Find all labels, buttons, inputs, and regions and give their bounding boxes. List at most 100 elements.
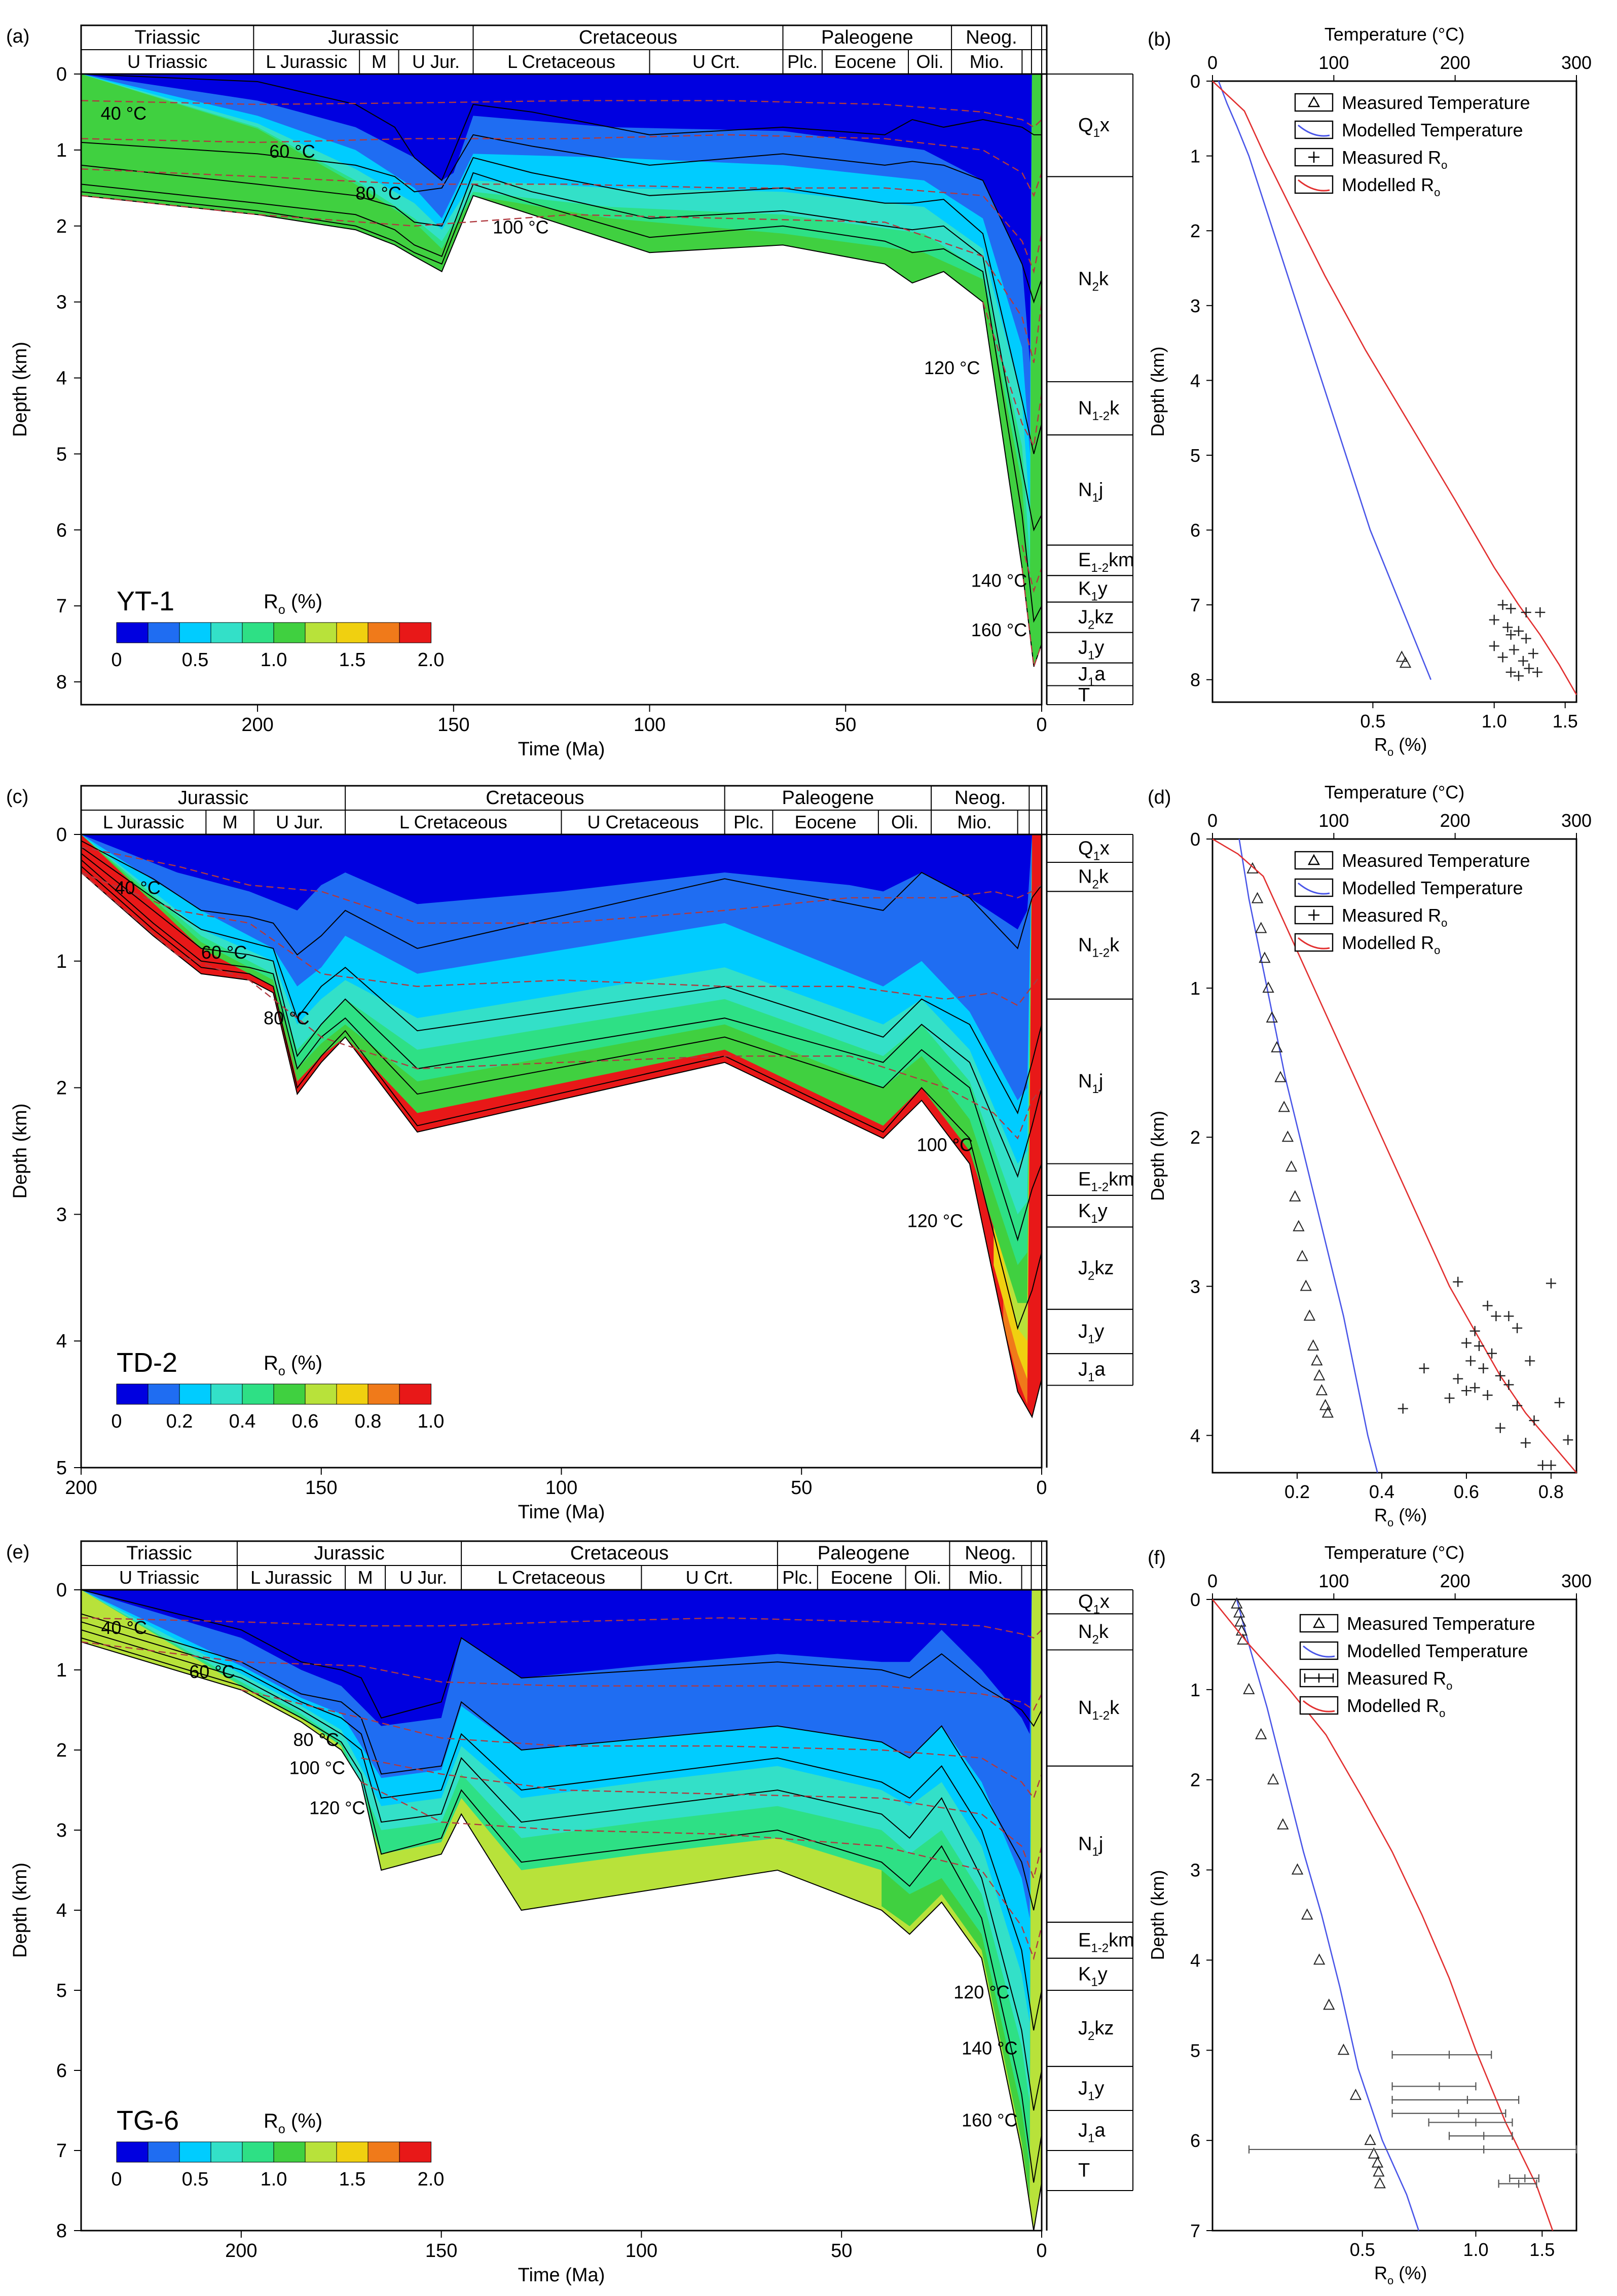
panel-e-formation-label-sub: 2 [1088, 2029, 1094, 2043]
panel-c-isotherm-line [81, 872, 1042, 1140]
panel-d-measured-temperature-point [1293, 1220, 1305, 1231]
panel-e-formation-label: K1y [1078, 1963, 1108, 1989]
panel-c-formation-label-suffix: x [1100, 837, 1110, 859]
panel-b-y-tick-label: 3 [1190, 296, 1200, 316]
panel-e-colorbar-tick-label: 2.0 [418, 2169, 445, 2190]
panel-c-formation-label-suffix: a [1094, 1359, 1106, 1380]
panel-d-bottom-axis-title-main: R [1374, 1505, 1387, 1525]
panel-e-y-tick-label: 1 [56, 1660, 67, 1681]
panel-a-formation-label-main: J [1078, 607, 1088, 628]
panel-a-period-label: Neog. [966, 27, 1017, 48]
panel-b-legend-label-sub: o [1434, 186, 1440, 199]
panel-f-bottom-tick-label: 1.5 [1529, 2239, 1555, 2260]
panel-d-bottom-tick-label: 0.4 [1369, 1481, 1394, 1502]
panel-f-measured-ro-errorbar [1448, 2132, 1513, 2140]
panel-c-formation-label-suffix: y [1098, 1200, 1108, 1222]
panel-e-colorbar-title: Ro (%) [264, 2110, 322, 2136]
panel-d-measured-temperature-point [1289, 1190, 1301, 1201]
panel-b-y-tick-label: 7 [1190, 595, 1200, 615]
panel-e-formation-label-sub: 1 [1091, 1975, 1097, 1989]
panel-f-legend-label: Measured Ro [1347, 1668, 1452, 1692]
panel-d-measured-temperature-point [1274, 1071, 1287, 1082]
panel-e-x-tick-label: 200 [225, 2240, 257, 2262]
panel-a-formation-label: J2kz [1078, 607, 1114, 632]
panel-f-legend-label-main: Modelled R [1347, 1695, 1439, 1716]
panel-b-legend-label: Modelled Temperature [1342, 120, 1523, 140]
panel-e-formation-label: E1-2km [1078, 1929, 1134, 1955]
panel-e-colorbar-swatch [179, 2141, 211, 2163]
panel-a-formation-label-suffix: a [1094, 664, 1106, 685]
panel-d-measured-ro-point [1469, 1326, 1480, 1336]
panel-d-measured-temperature-point [1319, 1399, 1332, 1410]
panel-c-formation-label: N1-2k [1078, 935, 1120, 960]
panel-f-y-tick-label: 7 [1190, 2220, 1200, 2241]
panel-b-measured-ro-point [1521, 607, 1531, 617]
panel-f-label: (f) [1148, 1547, 1166, 1569]
panel-a-colorbar-tick-label: 0.5 [182, 649, 209, 671]
panel-f-measured-ro-errorbar [1391, 2082, 1477, 2091]
panel-c-formation-label-main: E [1078, 1169, 1091, 1190]
panel-e-period-label: Cretaceous [570, 1543, 669, 1564]
panel-d-measured-ro-point [1529, 1415, 1539, 1426]
panel-a-y-tick-label: 7 [56, 596, 67, 617]
panel-a-epoch-label: M [372, 51, 387, 72]
panel-f-series-modelled-temperature [1236, 1599, 1420, 2231]
panel-f-legend-triangle-marker [1312, 1617, 1326, 1628]
panel-b-series-modelled-ro [1212, 81, 1577, 695]
panel-c-colorbar-swatch [179, 1383, 211, 1405]
panel-d-top-axis-title: Temperature (°C) [1325, 782, 1464, 803]
panel-f-top-tick-label: 100 [1318, 1571, 1349, 1591]
panel-b-measured-ro-point [1532, 667, 1542, 677]
panel-a-epoch-label: U Triassic [127, 51, 207, 72]
panel-d-measured-ro-point [1520, 1438, 1531, 1448]
panel-a-formation-label-sub: 1 [1091, 590, 1097, 603]
panel-d-measured-ro-point [1444, 1393, 1455, 1403]
panel-b-measured-ro-point [1505, 603, 1516, 614]
panel-a-formation-label-suffix: k [1099, 269, 1109, 290]
panel-c-horizon-line [81, 847, 1042, 1115]
panel-e-colorbar-swatch [305, 2141, 337, 2163]
panel-c-period-label: Jurassic [178, 787, 248, 809]
panel-a-colorbar-swatch [273, 622, 306, 643]
panel-d-legend-label: Modelled Temperature [1342, 878, 1523, 898]
panel-d-measured-temperature-point [1313, 1369, 1326, 1380]
panel-d-top-tick-label: 100 [1318, 810, 1349, 831]
panel-f-legend-label-sub: o [1446, 1680, 1452, 1692]
panel-b-legend-plus-marker [1308, 152, 1319, 163]
panel-d-measured-temperature-point [1296, 1250, 1308, 1261]
panel-f-measured-temperature-point [1364, 2133, 1376, 2145]
panel-b-bottom-axis-title-sub: o [1387, 746, 1393, 758]
panel-c-colorbar-swatch [210, 1383, 243, 1405]
panel-e-formation-label-sub: 1 [1093, 1603, 1100, 1617]
panel-f-legend-line-marker [1303, 1700, 1335, 1712]
panel-c-formation-label-suffix: y [1094, 1321, 1104, 1342]
panel-a-y-tick-label: 3 [56, 292, 67, 313]
panel-b-measured-ro-point [1521, 633, 1531, 644]
panel-e-formation-label-main: K [1078, 1963, 1091, 1985]
panel-d-measured-ro-point [1465, 1356, 1476, 1366]
panel-e-horizon-line [81, 1637, 1042, 2183]
panel-e-formation-label-main: E [1078, 1929, 1091, 1951]
panel-a-isotherm-line [1021, 568, 1043, 667]
panel-e-formation-label-sub: 1-2 [1091, 1941, 1109, 1955]
panel-c-colorbar-title-suffix: (%) [285, 1352, 322, 1374]
panel-f-measured-temperature-point [1255, 1728, 1267, 1739]
panel-a-formation-label-sub: 2 [1092, 280, 1098, 294]
panel-c-formation-label-sub: 1 [1092, 1082, 1098, 1096]
panel-b-measured-ro-point [1528, 648, 1538, 659]
panel-a-formation-label: Q1x [1078, 115, 1110, 140]
panel-e-formation-label-main: J [1078, 2078, 1088, 2099]
panel-d-measured-ro-point [1503, 1379, 1514, 1390]
panel-e-formation-label-suffix: j [1098, 1834, 1103, 1855]
panel-f-top-tick-label: 200 [1440, 1571, 1471, 1591]
panel-d-measured-temperature-point [1246, 862, 1259, 873]
panel-c-colorbar-tick-label: 0.2 [166, 1411, 193, 1432]
panel-f-measured-temperature-point [1373, 2165, 1385, 2177]
panel-e-colorbar-title-main: R [264, 2110, 278, 2132]
panel-b-legend-label-main: Modelled R [1342, 174, 1434, 195]
panel-f-legend-label-main: Measured R [1347, 1668, 1446, 1689]
panel-a-colorbar-swatch [305, 622, 337, 643]
panel-e-colorbar-title-sub: o [278, 2122, 285, 2136]
panel-a-x-tick-label: 0 [1036, 714, 1047, 736]
panel-d-measured-ro-point [1546, 1460, 1556, 1471]
